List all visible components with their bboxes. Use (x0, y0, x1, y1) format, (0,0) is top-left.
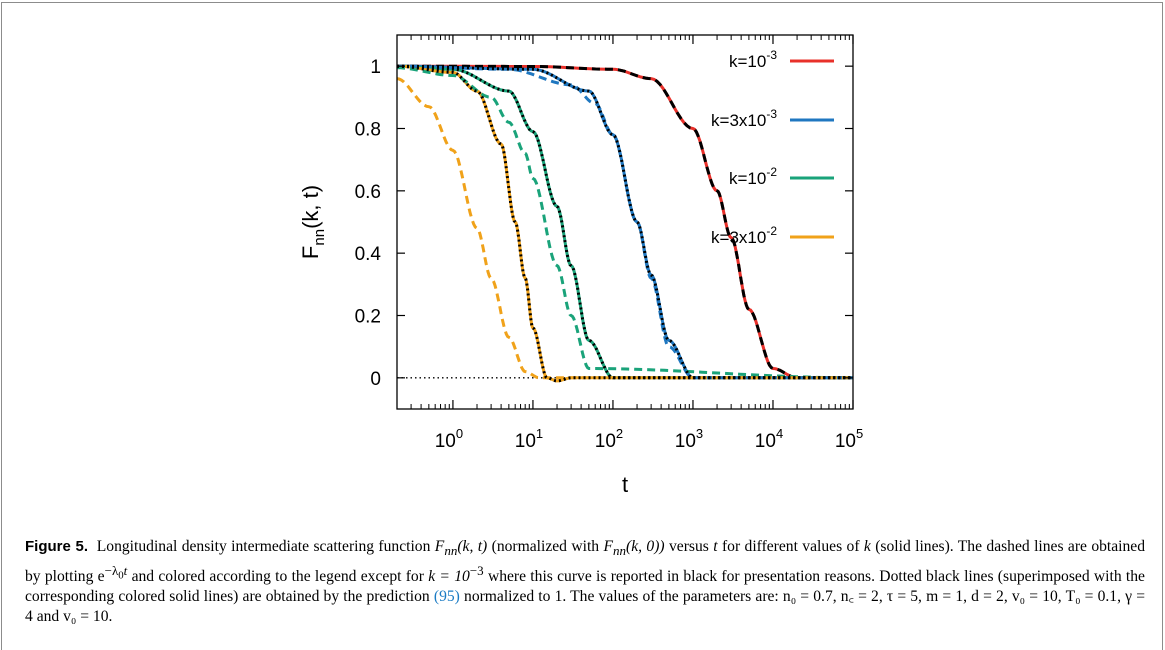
y-axis-label: Fnn(k, t) (298, 185, 328, 259)
series-solid-line-0 (397, 64, 853, 380)
caption-keq: k = 10 (428, 568, 470, 586)
caption-k: k (863, 538, 871, 555)
y-tick-label-1: 0.2 (355, 307, 381, 328)
figure-label: Figure 5. (25, 538, 88, 555)
caption-exp-t: t (123, 563, 128, 579)
caption-s2: (normalized with (491, 538, 600, 555)
caption-keq-sup: −3 (469, 563, 484, 579)
x-axis-label: t (622, 472, 628, 497)
curves (396, 64, 854, 383)
y-tick-label-2: 0.4 (355, 244, 382, 265)
y-tick-label-3: 0.6 (355, 182, 381, 203)
x-tick-label-4: 104 (755, 426, 783, 452)
caption-s6: and colored according to the legend exce… (131, 568, 424, 586)
y-tick-label-5: 1 (370, 57, 381, 78)
legend-label-2: k=10-2 (729, 165, 777, 188)
legend-label-3: k=3x10-2 (711, 224, 777, 247)
caption-exp: −λ0t (104, 563, 128, 582)
legend-label-0: k=10-3 (729, 48, 777, 71)
series-dashed-line-1 (397, 64, 853, 380)
caption-s8: normalized to 1. The values of the param… (464, 588, 779, 606)
series-dashed-line-3 (396, 77, 853, 380)
caption-s3: versus (668, 538, 709, 555)
caption-f2-sub: nn (613, 543, 627, 559)
caption-f1-args: (k, t) (457, 538, 488, 555)
prediction-dotted-line-1 (397, 64, 853, 380)
legend-label-1: k=3x10-3 (711, 107, 777, 130)
caption-f1-sub: nn (444, 543, 458, 559)
prediction-dotted-line-2 (396, 64, 853, 383)
series-solid-line-3 (396, 64, 853, 383)
series-dashed-line-0 (397, 64, 853, 380)
caption-t: t (713, 538, 718, 555)
legend: k=10-3 k=3x10-3 k=10-2 k=3x10-2 (711, 48, 834, 247)
x-tick-label-2: 102 (595, 426, 623, 452)
x-tick-label-0: 100 (435, 426, 463, 452)
y-tick-label-4: 0.8 (355, 120, 381, 141)
figure-caption: Figure 5. Longitudinal density intermedi… (25, 537, 1145, 627)
caption-s7: where this curve is reported in black fo… (25, 568, 1145, 606)
x-tick-label-1: 101 (515, 426, 543, 452)
series-dashed-line-2 (396, 66, 854, 380)
prediction-dotted-line-0 (397, 64, 853, 380)
caption-f1: F (434, 538, 445, 555)
scattering-function-chart: 0 0.2 0.4 0.6 0.8 1 100 101 102 103 104 105 t Fnn(k, … (298, 34, 863, 497)
caption-params: n₀ = 0.7, n꜀ = 2, τ = 5, m = 1, d = 2, v… (25, 588, 1145, 626)
caption-f2: F (603, 538, 614, 555)
caption-exp-sup: −λ (104, 563, 119, 579)
plot-frame (396, 34, 854, 410)
x-tick-label-5: 105 (835, 426, 863, 452)
caption-s5: (solid lines). The dashed lines are obta… (25, 538, 1146, 586)
equation-ref-link[interactable]: (95) (433, 588, 460, 606)
caption-exp-sub: 0 (118, 569, 124, 582)
caption-s4: for different values of (721, 538, 860, 555)
series-solid-line-2 (397, 64, 853, 380)
axes: 0 0.2 0.4 0.6 0.8 1 100 101 102 103 104 105 t Fnn(k, … (298, 34, 863, 497)
series-solid-line-1 (397, 64, 853, 380)
x-tick-label-3: 103 (675, 426, 703, 452)
y-tick-label-0: 0 (370, 369, 381, 390)
caption-f2-args: (k, 0)) (626, 538, 665, 555)
caption-s1: Longitudinal density intermediate scatte… (96, 538, 431, 555)
